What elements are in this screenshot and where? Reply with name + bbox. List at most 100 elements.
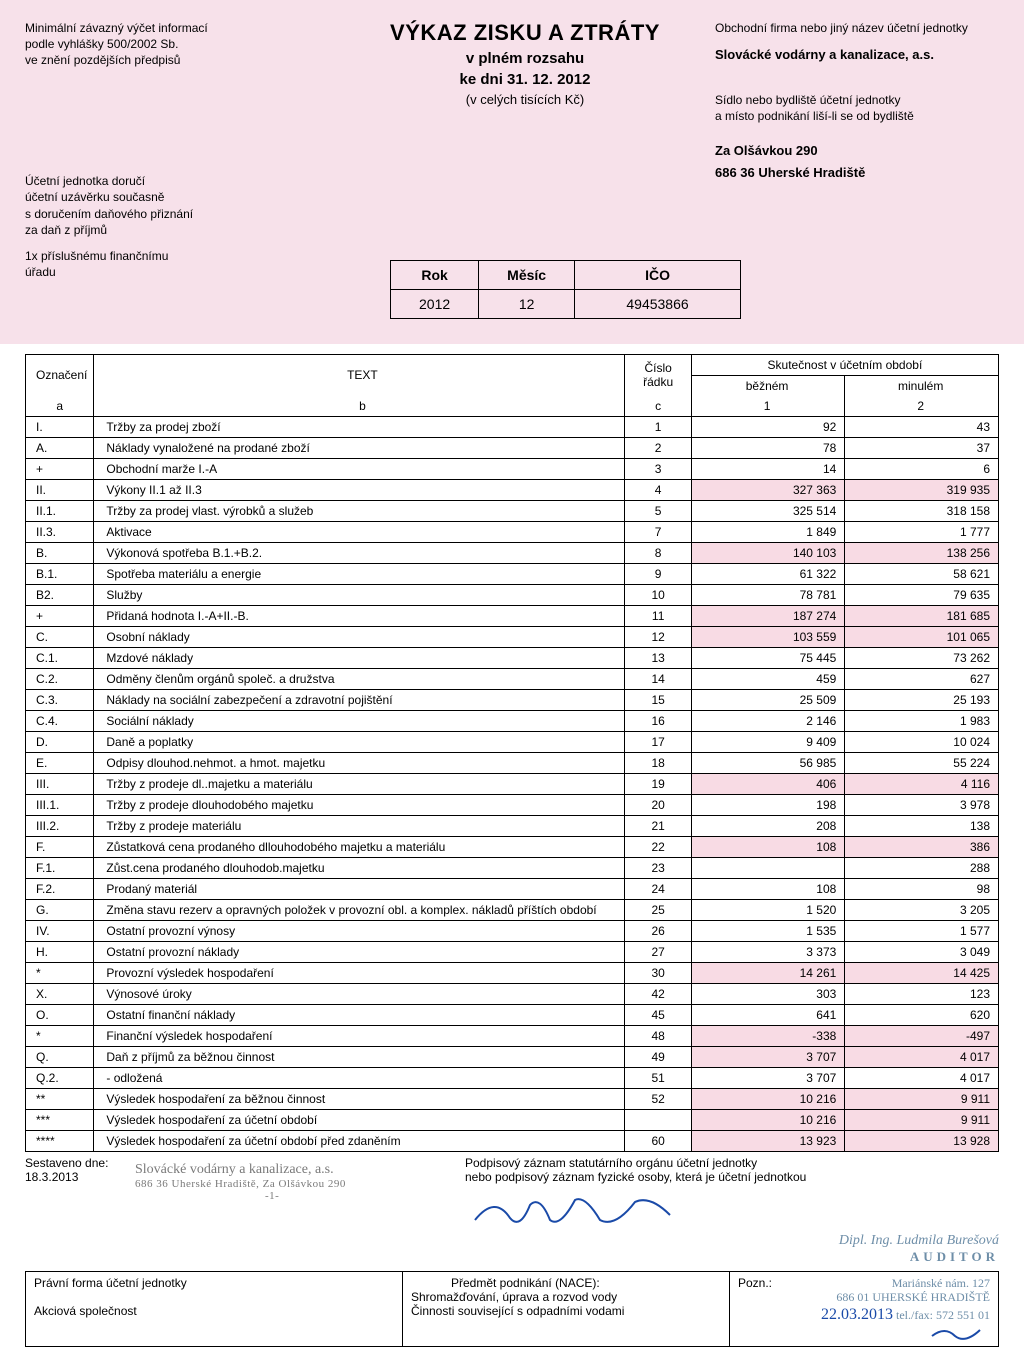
- cell-a: Q.2.: [26, 1067, 94, 1088]
- table-row: A.Náklady vynaložené na prodané zboží278…: [26, 437, 999, 458]
- cell-b: Sociální náklady: [94, 710, 625, 731]
- cell-b: Obchodní marže I.-A: [94, 458, 625, 479]
- cell-v1: 325 514: [691, 500, 844, 521]
- cell-v1: [691, 857, 844, 878]
- table-row: F.2.Prodaný materiál2410898: [26, 878, 999, 899]
- cell-v1: 140 103: [691, 542, 844, 563]
- cell-v2: 318 158: [845, 500, 999, 521]
- signature-icon: [465, 1190, 685, 1230]
- table-row: +Přidaná hodnota I.-A+II.-B.11187 274181…: [26, 605, 999, 626]
- cell-a: X.: [26, 983, 94, 1004]
- stamp-line2: 686 36 Uherské Hradiště, Za Olšávkou 290: [135, 1178, 465, 1190]
- table-row: D.Daně a poplatky179 40910 024: [26, 731, 999, 752]
- id-td-mesic: 12: [479, 289, 575, 318]
- cell-v2: 14 425: [845, 962, 999, 983]
- cell-b: Výkony II.1 až II.3: [94, 479, 625, 500]
- cell-v2: 79 635: [845, 584, 999, 605]
- cell-a: II.1.: [26, 500, 94, 521]
- cell-c: 49: [625, 1046, 691, 1067]
- cell-b: Náklady na sociální zabezpečení a zdravo…: [94, 689, 625, 710]
- cell-a: F.: [26, 836, 94, 857]
- cell-b: Výkonová spotřeba B.1.+B.2.: [94, 542, 625, 563]
- cell-c: 13: [625, 647, 691, 668]
- initials-icon: [930, 1324, 990, 1342]
- company-name: Slovácké vodárny a kanalizace, a.s.: [715, 46, 999, 64]
- cell-b: Služby: [94, 584, 625, 605]
- table-row: **Výsledek hospodaření za běžnou činnost…: [26, 1088, 999, 1109]
- cell-a: C.: [26, 626, 94, 647]
- cell-v2: 138: [845, 815, 999, 836]
- cell-a: C.2.: [26, 668, 94, 689]
- cell-a: I.: [26, 416, 94, 437]
- th-minule: minulém: [845, 375, 999, 396]
- cell-a: C.4.: [26, 710, 94, 731]
- cell-v1: 92: [691, 416, 844, 437]
- main: Označení TEXT Číslo řádku Skutečnost v ú…: [0, 344, 1024, 1357]
- table-row: Q.Daň z příjmů za běžnou činnost493 7074…: [26, 1046, 999, 1067]
- cell-c: 27: [625, 941, 691, 962]
- page: Minimální závazný výčet informací podle …: [0, 0, 1024, 1357]
- cell-a: +: [26, 458, 94, 479]
- cell-v2: 3 205: [845, 899, 999, 920]
- stamp-line1: Slovácké vodárny a kanalizace, a.s.: [135, 1162, 465, 1178]
- cell-v1: 303: [691, 983, 844, 1004]
- cell-b: Tržby z prodeje dl..majetku a materiálu: [94, 773, 625, 794]
- table-row: B2.Služby1078 78179 635: [26, 584, 999, 605]
- table-row: ***Výsledek hospodaření za účetní období…: [26, 1109, 999, 1130]
- cell-c: 11: [625, 605, 691, 626]
- cell-v1: 406: [691, 773, 844, 794]
- cell-b: Ostatní finanční náklady: [94, 1004, 625, 1025]
- header-right: Obchodní firma nebo jiný název účetní je…: [715, 20, 999, 181]
- cell-b: Výsledek hospodaření za běžnou činnost: [94, 1088, 625, 1109]
- cell-v2: 98: [845, 878, 999, 899]
- cell-a: **: [26, 1088, 94, 1109]
- th-a: a: [26, 396, 94, 417]
- table-row: C.3.Náklady na sociální zabezpečení a zd…: [26, 689, 999, 710]
- cell-v1: 327 363: [691, 479, 844, 500]
- cell-c: 16: [625, 710, 691, 731]
- table-row: H.Ostatní provozní náklady273 3733 049: [26, 941, 999, 962]
- cell-v1: 25 509: [691, 689, 844, 710]
- cell-v2: 55 224: [845, 752, 999, 773]
- company-label: Obchodní firma nebo jiný název účetní je…: [715, 20, 999, 36]
- cell-v2: 4 017: [845, 1046, 999, 1067]
- cell-v1: 208: [691, 815, 844, 836]
- id-th-mesic: Měsíc: [479, 260, 575, 289]
- cell-v1: 3 707: [691, 1067, 844, 1088]
- header-left-block2: Účetní jednotka doručí účetní uzávěrku s…: [25, 173, 335, 238]
- table-row: B.Výkonová spotřeba B.1.+B.2.8140 103138…: [26, 542, 999, 563]
- signature-left: Sestaveno dne: 18.3.2013 Slovácké vodárn…: [25, 1156, 465, 1265]
- cell-v2: 4 017: [845, 1067, 999, 1088]
- cell-c: 7: [625, 521, 691, 542]
- document-title: VÝKAZ ZISKU A ZTRÁTY: [335, 20, 715, 46]
- cell-c: 45: [625, 1004, 691, 1025]
- cell-c: 48: [625, 1025, 691, 1046]
- cell-b: Mzdové náklady: [94, 647, 625, 668]
- cell-b: Zůst.cena prodaného dlouhodob.majetku: [94, 857, 625, 878]
- cell-v2: 37: [845, 437, 999, 458]
- cell-a: F.2.: [26, 878, 94, 899]
- cell-b: Tržby z prodeje dlouhodobého majetku: [94, 794, 625, 815]
- cell-v2: 58 621: [845, 563, 999, 584]
- id-th-ico: IČO: [575, 260, 741, 289]
- cell-v2: 3 049: [845, 941, 999, 962]
- table-row: III.1.Tržby z prodeje dlouhodobého majet…: [26, 794, 999, 815]
- pozn-label: Pozn.:: [738, 1276, 793, 1342]
- cell-a: Q.: [26, 1046, 94, 1067]
- cell-v2: 9 911: [845, 1088, 999, 1109]
- predmet-val2: Činnosti související s odpadními vodami: [411, 1304, 721, 1318]
- table-row: II.Výkony II.1 až II.34327 363319 935: [26, 479, 999, 500]
- table-row: G.Změna stavu rezerv a opravných položek…: [26, 899, 999, 920]
- cell-a: ****: [26, 1130, 94, 1151]
- cell-b: - odložená: [94, 1067, 625, 1088]
- cell-b: Změna stavu rezerv a opravných položek v…: [94, 899, 625, 920]
- cell-b: Výsledek hospodaření za účetní období př…: [94, 1130, 625, 1151]
- cell-c: 12: [625, 626, 691, 647]
- th-bezne: běžném: [691, 375, 844, 396]
- signature-row: Sestaveno dne: 18.3.2013 Slovácké vodárn…: [25, 1156, 999, 1265]
- cell-c: 42: [625, 983, 691, 1004]
- th-cislo: Číslo řádku: [625, 354, 691, 396]
- cell-c: 23: [625, 857, 691, 878]
- cell-c: 5: [625, 500, 691, 521]
- auditor-tel: tel./fax: 572 551 01: [896, 1308, 990, 1322]
